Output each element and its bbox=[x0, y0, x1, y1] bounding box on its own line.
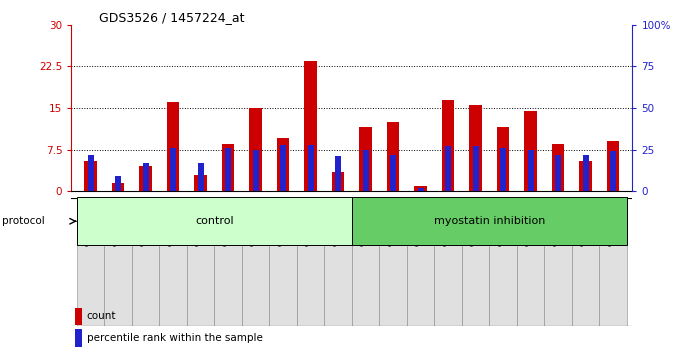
Bar bbox=[253, 149, 258, 191]
Bar bbox=[167, 102, 180, 191]
Bar bbox=[407, 198, 435, 326]
Bar bbox=[473, 146, 479, 191]
Bar bbox=[324, 198, 352, 326]
Text: GSM344646: GSM344646 bbox=[497, 202, 503, 246]
Text: GSM344634: GSM344634 bbox=[167, 202, 173, 246]
Bar bbox=[198, 163, 204, 191]
Bar bbox=[469, 105, 482, 191]
Bar bbox=[545, 198, 572, 326]
Bar bbox=[277, 138, 289, 191]
Text: GSM344645: GSM344645 bbox=[470, 202, 475, 246]
Text: protocol: protocol bbox=[2, 216, 45, 226]
Bar bbox=[88, 155, 94, 191]
Text: GSM344636: GSM344636 bbox=[222, 202, 228, 246]
Text: percentile rank within the sample: percentile rank within the sample bbox=[86, 333, 262, 343]
Bar bbox=[497, 127, 509, 191]
Bar bbox=[77, 198, 352, 245]
Text: GSM344638: GSM344638 bbox=[277, 202, 283, 246]
Bar bbox=[572, 198, 599, 326]
Bar bbox=[75, 308, 82, 325]
Bar bbox=[105, 198, 132, 326]
Bar bbox=[332, 172, 344, 191]
Bar bbox=[115, 176, 121, 191]
Bar bbox=[415, 185, 427, 191]
Bar bbox=[214, 198, 242, 326]
Bar bbox=[269, 198, 297, 326]
Bar bbox=[390, 155, 396, 191]
Bar bbox=[307, 144, 313, 191]
Bar bbox=[579, 161, 592, 191]
Bar bbox=[524, 111, 537, 191]
Text: GSM344647: GSM344647 bbox=[525, 202, 530, 246]
Bar bbox=[352, 198, 379, 326]
Text: GSM344631: GSM344631 bbox=[84, 202, 90, 246]
Bar bbox=[500, 148, 506, 191]
Bar bbox=[139, 166, 152, 191]
Bar bbox=[194, 175, 207, 191]
Bar bbox=[170, 148, 176, 191]
Bar bbox=[442, 99, 454, 191]
Bar bbox=[552, 144, 564, 191]
Bar bbox=[84, 161, 97, 191]
Text: GSM344637: GSM344637 bbox=[250, 202, 256, 246]
Text: GSM344640: GSM344640 bbox=[332, 202, 338, 246]
Bar bbox=[387, 122, 399, 191]
Bar bbox=[75, 329, 82, 347]
Bar bbox=[360, 127, 372, 191]
Bar bbox=[250, 108, 262, 191]
Text: GSM344644: GSM344644 bbox=[442, 202, 448, 246]
Bar bbox=[379, 198, 407, 326]
Bar bbox=[555, 155, 561, 191]
Text: GSM344641: GSM344641 bbox=[360, 202, 366, 246]
Text: GSM344635: GSM344635 bbox=[194, 202, 201, 246]
Bar bbox=[159, 198, 187, 326]
Bar bbox=[607, 141, 619, 191]
Bar bbox=[462, 198, 490, 326]
Text: myostatin inhibition: myostatin inhibition bbox=[434, 216, 545, 226]
Bar bbox=[225, 148, 231, 191]
Text: GSM344649: GSM344649 bbox=[579, 202, 585, 246]
Bar bbox=[280, 144, 286, 191]
Bar bbox=[77, 198, 105, 326]
Text: GSM344639: GSM344639 bbox=[305, 202, 311, 246]
Bar bbox=[435, 198, 462, 326]
Text: GSM344648: GSM344648 bbox=[552, 202, 558, 246]
Text: count: count bbox=[86, 312, 116, 321]
Bar bbox=[490, 198, 517, 326]
Bar bbox=[187, 198, 214, 326]
Bar bbox=[297, 198, 324, 326]
Text: GSM344633: GSM344633 bbox=[139, 202, 146, 246]
Bar bbox=[610, 151, 616, 191]
Bar bbox=[305, 61, 317, 191]
Bar bbox=[222, 144, 235, 191]
Bar bbox=[583, 155, 589, 191]
Text: control: control bbox=[195, 216, 234, 226]
Bar bbox=[352, 198, 627, 245]
Bar bbox=[362, 149, 369, 191]
Bar bbox=[517, 198, 545, 326]
Bar bbox=[418, 188, 424, 191]
Text: GSM344650: GSM344650 bbox=[607, 202, 613, 246]
Text: GSM344632: GSM344632 bbox=[112, 202, 118, 246]
Bar bbox=[335, 156, 341, 191]
Text: GSM344643: GSM344643 bbox=[415, 202, 421, 246]
Bar bbox=[132, 198, 159, 326]
Bar bbox=[112, 183, 124, 191]
Bar bbox=[528, 149, 534, 191]
Bar bbox=[445, 146, 451, 191]
Bar bbox=[599, 198, 627, 326]
Bar bbox=[143, 163, 149, 191]
Text: GSM344642: GSM344642 bbox=[387, 202, 393, 246]
Bar bbox=[242, 198, 269, 326]
Text: GDS3526 / 1457224_at: GDS3526 / 1457224_at bbox=[99, 11, 245, 24]
